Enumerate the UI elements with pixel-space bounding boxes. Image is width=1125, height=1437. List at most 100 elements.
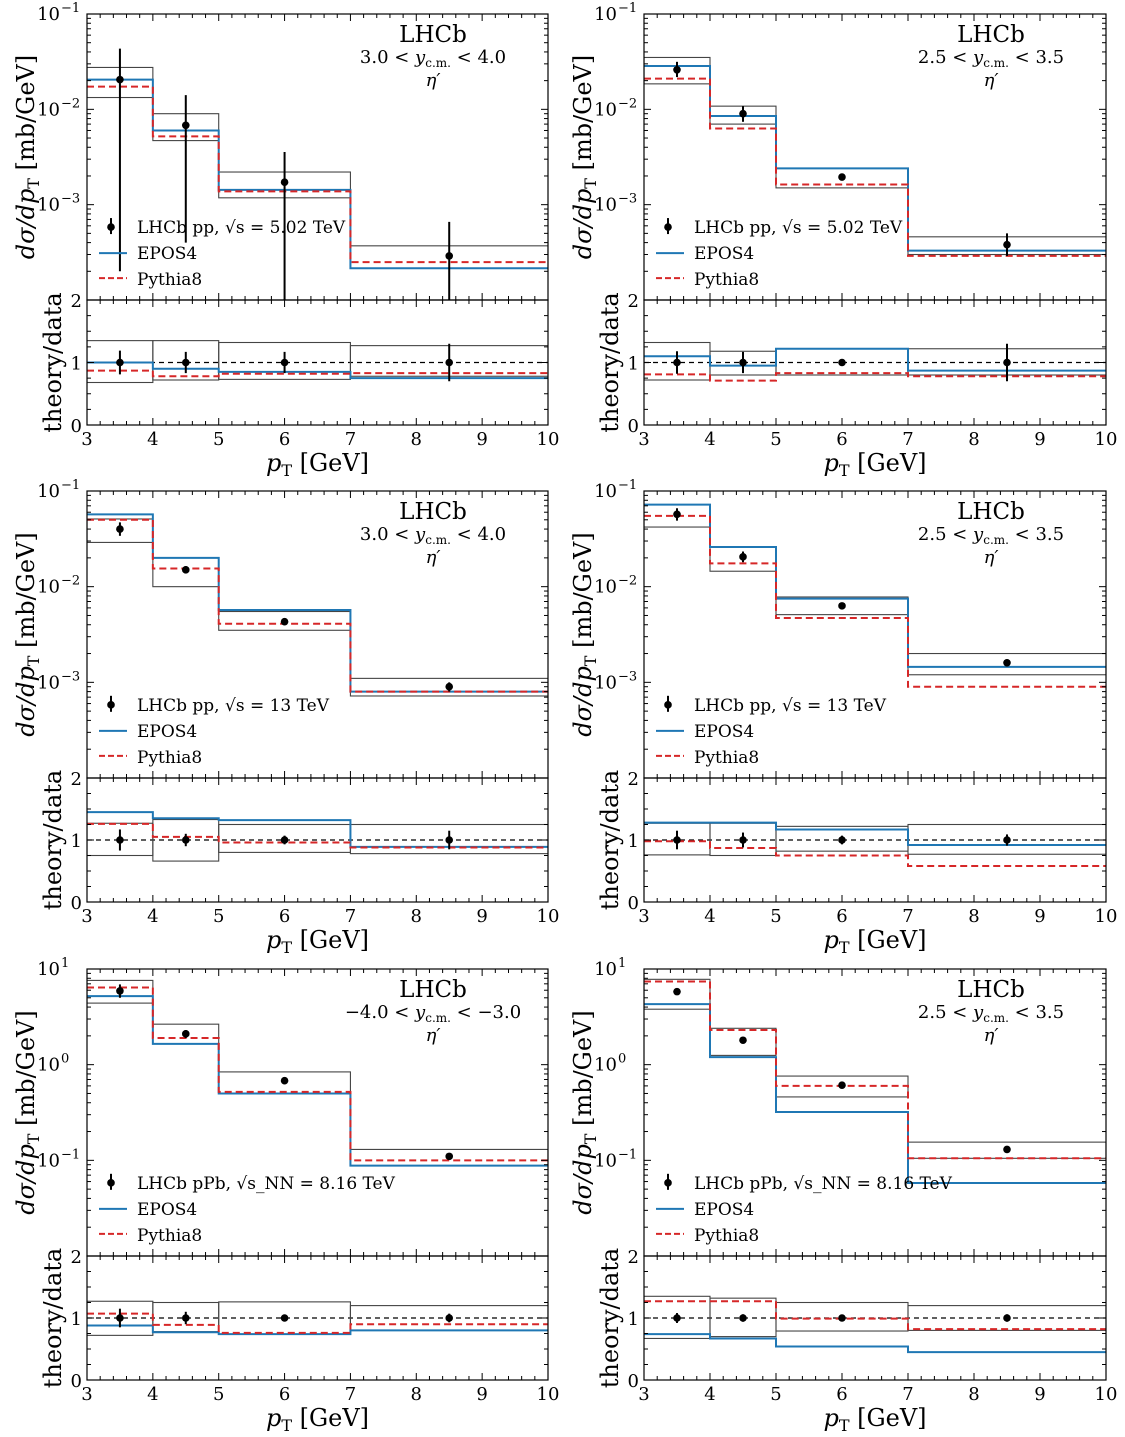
rapidity-label: 3.0 < yc.m. < 4.0 (360, 47, 506, 70)
x-tick-label: 5 (770, 906, 781, 927)
x-tick-label: 3 (81, 906, 92, 927)
particle-label: η′ (984, 547, 999, 568)
y-tick-exponent: −1 (618, 1, 637, 16)
ratio-data-point (181, 358, 190, 367)
x-tick-label: 4 (147, 1384, 158, 1405)
data-point (280, 1076, 289, 1085)
ratio-frame (643, 299, 1107, 426)
ratio-data-point (445, 836, 454, 844)
legend-pythia8-label: Pythia8 (137, 748, 202, 768)
ratio-pythia8-line (87, 1312, 548, 1334)
y-axis-label: dσ/dpT [mb/GeV] (569, 1010, 600, 1215)
data-point (838, 173, 846, 181)
ratio-data-point (116, 358, 124, 367)
ratio-y-axis-label: theory/data (596, 1248, 624, 1389)
ratio-y-tick-label: 2 (628, 1247, 639, 1268)
y-axis-label: dσ/dpT [mb/GeV] (12, 1010, 43, 1215)
x-tick-label: 8 (968, 1384, 979, 1405)
ratio-data-point (739, 1314, 747, 1322)
ratio-data-point (838, 1314, 846, 1322)
experiment-label: LHCb (399, 499, 467, 525)
data-point (1003, 659, 1011, 667)
y-tick-exponent: 1 (618, 956, 626, 971)
x-tick-label: 10 (1095, 1384, 1118, 1405)
x-tick-label: 10 (537, 1384, 560, 1405)
x-tick-label: 3 (638, 1384, 649, 1405)
y-tick-label: 10 (594, 959, 617, 980)
x-axis-label: pT [GeV] (823, 926, 926, 957)
data-point (280, 178, 289, 187)
y-tick-label: 10 (594, 1150, 617, 1171)
rapidity-label: 2.5 < yc.m. < 3.5 (918, 524, 1064, 547)
y-axis-label: dσ/dpT [mb/GeV] (569, 532, 600, 737)
x-tick-label: 8 (411, 1384, 422, 1405)
particle-label: η′ (426, 70, 441, 91)
ratio-y-axis-label: theory/data (596, 770, 624, 911)
x-tick-label: 10 (537, 906, 560, 927)
y-tick-label: 10 (594, 195, 617, 216)
y-tick-label: 10 (594, 481, 617, 502)
x-tick-label: 5 (770, 429, 781, 450)
ratio-data-point (116, 1314, 124, 1322)
ratio-data-point (739, 836, 747, 844)
y-tick-exponent: −2 (618, 574, 637, 589)
data-point (739, 1036, 747, 1045)
y-tick-label: 10 (37, 99, 60, 120)
x-axis-label: pT [GeV] (266, 926, 369, 957)
x-tick-label: 9 (476, 429, 487, 450)
data-point (838, 602, 846, 610)
x-tick-label: 4 (147, 906, 158, 927)
data-point (445, 252, 454, 260)
legend-pythia8-label: Pythia8 (137, 270, 202, 290)
x-tick-label: 6 (279, 906, 290, 927)
y-tick-exponent: −2 (618, 96, 637, 111)
rapidity-label: −4.0 < yc.m. < −3.0 (345, 1002, 521, 1025)
x-tick-label: 6 (836, 1384, 847, 1405)
experiment-label: LHCb (957, 22, 1025, 48)
x-tick-label: 10 (1095, 906, 1118, 927)
legend-data-label: LHCb pPb, √s_NN = 8.16 TeV (694, 1174, 953, 1194)
x-tick-label: 5 (770, 1384, 781, 1405)
data-point (673, 510, 681, 519)
ratio-data-point (673, 836, 681, 844)
legend-data-label: LHCb pp, √s = 5.02 TeV (694, 218, 903, 238)
rapidity-label: 2.5 < yc.m. < 3.5 (918, 1002, 1064, 1025)
ratio-data-point (739, 358, 747, 367)
y-tick-exponent: −1 (61, 1147, 80, 1162)
x-tick-label: 3 (81, 1384, 92, 1405)
ratio-y-tick-label: 1 (628, 354, 639, 375)
ratio-data-point (445, 358, 454, 367)
x-tick-label: 9 (476, 1384, 487, 1405)
ratio-data-point (838, 836, 846, 844)
ratio-data-point (181, 836, 190, 844)
x-tick-label: 10 (1095, 429, 1118, 450)
x-tick-label: 4 (704, 906, 715, 927)
x-axis-label: pT [GeV] (823, 449, 926, 480)
ratio-y-tick-label: 1 (71, 1309, 82, 1330)
y-tick-label: 10 (37, 959, 60, 980)
ratio-plot-area (644, 1295, 1106, 1354)
data-point (445, 1152, 454, 1161)
y-tick-label: 10 (37, 1150, 60, 1171)
ratio-epos4-line (644, 821, 1106, 846)
ratio-epos4-line (87, 811, 548, 848)
ratio-y-tick-label: 2 (71, 769, 82, 790)
ratio-plot-area (644, 821, 1106, 868)
ratio-y-tick-label: 0 (628, 893, 639, 914)
x-axis-label: pT [GeV] (266, 449, 369, 480)
x-tick-label: 7 (345, 906, 356, 927)
ratio-data-point (1003, 836, 1011, 844)
particle-label: η′ (426, 547, 441, 568)
legend-epos4-label: EPOS4 (694, 722, 754, 742)
ratio-y-tick-label: 0 (71, 1371, 82, 1392)
x-tick-label: 3 (81, 429, 92, 450)
ratio-y-tick-label: 1 (628, 831, 639, 852)
legend-data-label: LHCb pp, √s = 5.02 TeV (137, 218, 346, 238)
ratio-y-tick-label: 2 (628, 769, 639, 790)
x-tick-label: 9 (1034, 1384, 1045, 1405)
data-point (1003, 240, 1011, 249)
top-plot-area (644, 978, 1106, 1184)
y-tick-exponent: 0 (618, 1052, 626, 1067)
